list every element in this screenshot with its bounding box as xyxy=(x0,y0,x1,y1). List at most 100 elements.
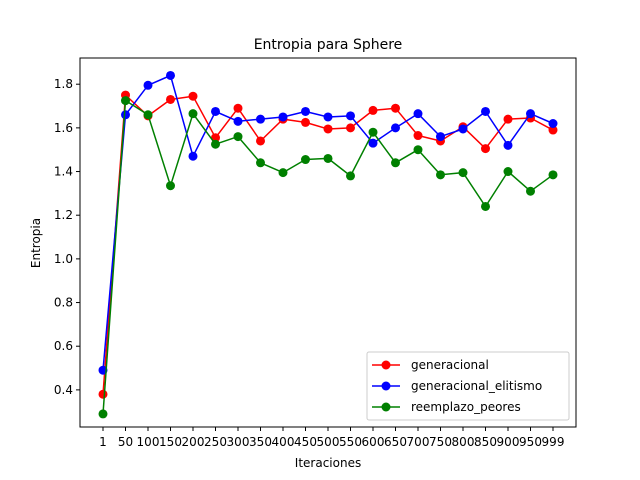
x-tick-label: 400 xyxy=(272,435,295,449)
legend-items: generacional generacional_elitismoreempla… xyxy=(372,358,542,414)
data-point xyxy=(188,109,198,119)
data-point xyxy=(548,170,558,180)
data-point xyxy=(98,409,108,419)
data-point xyxy=(458,124,468,134)
data-point xyxy=(481,106,490,116)
data-point xyxy=(548,119,558,129)
y-tick-label: 1.8 xyxy=(54,77,73,91)
data-point xyxy=(368,138,378,148)
legend-item: generacional xyxy=(372,358,489,372)
data-point xyxy=(391,103,400,113)
legend-label: generacional xyxy=(411,358,489,372)
data-point xyxy=(503,114,513,124)
data-point xyxy=(413,131,423,141)
data-point xyxy=(233,116,243,126)
x-tick-label: 300 xyxy=(227,435,250,449)
data-point xyxy=(121,110,130,120)
data-point xyxy=(391,123,400,133)
data-point xyxy=(346,171,355,181)
x-tick-label: 850 xyxy=(474,435,497,449)
data-point xyxy=(121,96,130,106)
x-axis: 1 50 100 150 200 250 300 350 400 450 500 550 600 650 7… xyxy=(99,427,564,449)
chart-title: Entropia para Sphere xyxy=(254,37,403,53)
x-tick-label: 900 xyxy=(497,435,520,449)
data-point xyxy=(368,127,378,137)
x-tick-label: 650 xyxy=(384,435,407,449)
data-point xyxy=(143,80,153,90)
data-point xyxy=(503,167,513,177)
series-layer xyxy=(98,70,558,419)
data-point xyxy=(188,151,198,161)
data-point xyxy=(166,70,175,80)
series-generacional-elitismo xyxy=(98,70,558,375)
x-tick-label: 550 xyxy=(339,435,362,449)
y-tick-label: 0.6 xyxy=(54,339,73,353)
data-point xyxy=(436,170,445,180)
y-axis-title: Entropia xyxy=(29,218,43,268)
series-line xyxy=(102,94,554,395)
x-tick-label: 200 xyxy=(182,435,205,449)
x-tick-label: 800 xyxy=(452,435,475,449)
data-point xyxy=(166,181,175,191)
y-tick-label: 0.4 xyxy=(54,383,73,397)
data-point xyxy=(526,109,535,119)
legend-item: reemplazo_peores xyxy=(372,400,521,414)
x-tick-label: 50 xyxy=(118,435,133,449)
x-tick-label: 950 xyxy=(519,435,542,449)
data-point xyxy=(256,158,265,168)
legend: generacional generacional_elitismoreempla… xyxy=(366,351,570,421)
data-point xyxy=(548,125,558,135)
y-tick-label: 1.6 xyxy=(54,121,73,135)
data-point xyxy=(413,145,423,155)
legend-marker xyxy=(381,360,391,370)
data-point xyxy=(368,105,378,115)
x-axis-title: Iteraciones xyxy=(295,456,361,470)
x-tick-label: 450 xyxy=(294,435,317,449)
legend-label: reemplazo_peores xyxy=(411,400,521,414)
x-tick-label: 1 xyxy=(99,435,107,449)
data-point xyxy=(256,114,265,124)
x-tick-label: 350 xyxy=(249,435,272,449)
y-tick-label: 1.0 xyxy=(54,252,73,266)
data-point xyxy=(301,117,310,127)
legend-marker xyxy=(381,381,391,391)
legend-item: generacional_elitismo xyxy=(372,379,542,393)
data-point xyxy=(481,201,490,211)
x-tick-label: 999 xyxy=(542,435,565,449)
y-axis: 0.4 0.6 0.8 1.0 1.2 1.4 1.6 1.8 xyxy=(54,77,80,397)
x-tick-label: 750 xyxy=(429,435,452,449)
data-point xyxy=(233,103,243,113)
y-tick-label: 0.8 xyxy=(54,296,73,310)
data-point xyxy=(211,139,220,149)
data-point xyxy=(323,112,333,122)
data-point xyxy=(278,112,288,122)
data-point xyxy=(211,106,220,116)
data-point xyxy=(413,109,423,119)
legend-marker xyxy=(381,402,391,412)
data-point xyxy=(391,158,400,168)
data-point xyxy=(301,106,310,116)
data-point xyxy=(98,389,108,399)
data-point xyxy=(503,140,513,150)
data-point xyxy=(188,91,198,101)
x-tick-label: 150 xyxy=(159,435,182,449)
x-tick-label: 700 xyxy=(407,435,430,449)
data-point xyxy=(301,155,310,165)
data-point xyxy=(481,144,490,154)
data-point xyxy=(346,123,355,133)
y-tick-label: 1.4 xyxy=(54,165,73,179)
data-point xyxy=(256,136,265,146)
x-tick-label: 500 xyxy=(317,435,340,449)
data-point xyxy=(278,168,288,178)
x-tick-label: 250 xyxy=(204,435,227,449)
series-reemplazo-peores xyxy=(98,96,558,419)
data-point xyxy=(143,110,153,120)
data-point xyxy=(166,94,175,104)
x-tick-label: 100 xyxy=(137,435,160,449)
legend-frame xyxy=(366,351,570,421)
y-tick-label: 1.2 xyxy=(54,208,73,222)
data-point xyxy=(346,111,355,121)
data-point xyxy=(436,132,445,142)
data-point xyxy=(323,153,333,163)
